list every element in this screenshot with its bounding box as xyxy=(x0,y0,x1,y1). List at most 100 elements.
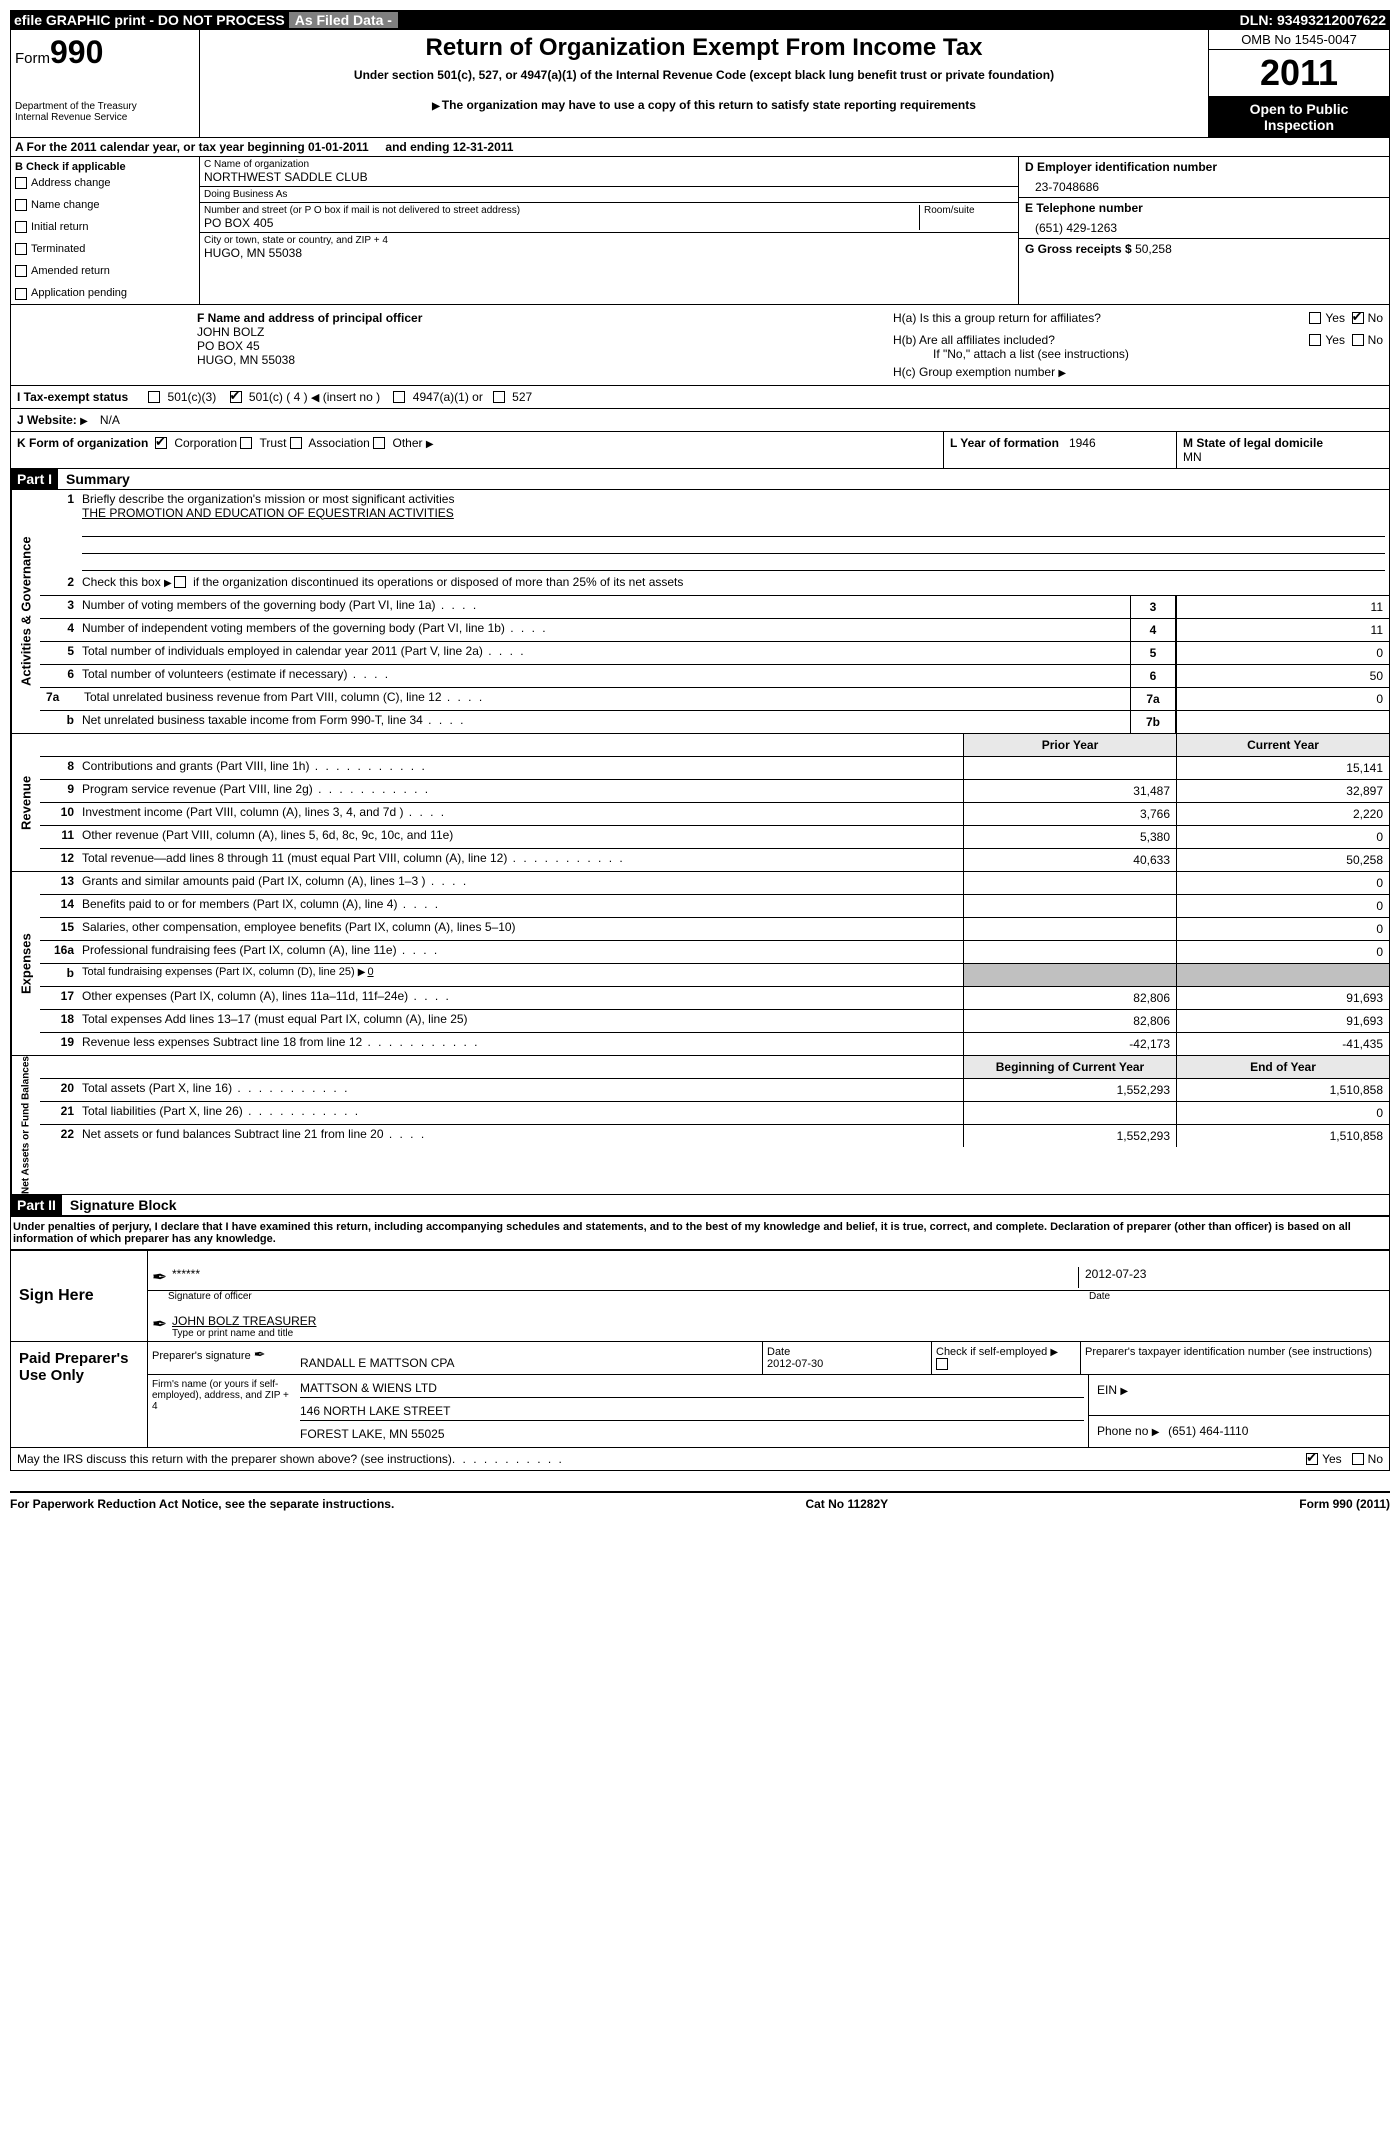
prior-year-hdr: Prior Year xyxy=(963,734,1176,756)
hb-no[interactable] xyxy=(1352,334,1364,346)
cb-discontinued[interactable] xyxy=(174,576,186,588)
col-c-org: C Name of organization NORTHWEST SADDLE … xyxy=(200,157,1018,304)
expenses-section: Expenses 13Grants and similar amounts pa… xyxy=(10,872,1390,1056)
cb-4947[interactable] xyxy=(393,391,405,403)
col-b-checkboxes: B Check if applicable Address change Nam… xyxy=(11,157,200,304)
cb-trust[interactable] xyxy=(240,437,252,449)
discuss-yes[interactable] xyxy=(1306,1453,1318,1465)
footer-left: For Paperwork Reduction Act Notice, see … xyxy=(10,1497,394,1511)
state-domicile: MN xyxy=(1183,450,1202,464)
prep-date-label: Date xyxy=(767,1346,927,1358)
governance-section: Activities & Governance 1 Briefly descri… xyxy=(10,490,1390,734)
firm-label: Firm's name (or yours if self-employed),… xyxy=(148,1375,296,1447)
row-j-label: J Website: xyxy=(17,413,77,427)
firm-csz: FOREST LAKE, MN 55025 xyxy=(300,1421,1084,1443)
line-7b-desc: Net unrelated business taxable income fr… xyxy=(82,713,423,727)
row-k-label: K Form of organization xyxy=(17,436,148,450)
year-formation: 1946 xyxy=(1069,436,1096,450)
c16a: 0 xyxy=(1176,941,1389,963)
discuss-row: May the IRS discuss this return with the… xyxy=(10,1448,1390,1471)
hc-label: H(c) Group exemption number xyxy=(893,365,1055,379)
l9: Program service revenue (Part VIII, line… xyxy=(82,782,313,796)
public-inspection: Open to Public Inspection xyxy=(1209,97,1389,137)
form-subtitle-2: The organization may have to use a copy … xyxy=(208,98,1200,112)
l16a: Professional fundraising fees (Part IX, … xyxy=(82,943,397,957)
p13 xyxy=(963,872,1176,894)
p14 xyxy=(963,895,1176,917)
cb-terminated[interactable] xyxy=(15,243,27,255)
paid-label: Paid Preparer's Use Only xyxy=(11,1342,148,1447)
side-governance: Activities & Governance xyxy=(11,490,40,733)
row-j: J Website: N/A xyxy=(10,409,1390,432)
revenue-section: Revenue Prior Year Current Year 8Contrib… xyxy=(10,734,1390,872)
officer-name: JOHN BOLZ xyxy=(197,325,881,339)
hb-yes[interactable] xyxy=(1309,334,1321,346)
cb-527[interactable] xyxy=(493,391,505,403)
c15: 0 xyxy=(1176,918,1389,940)
row-m-label: M State of legal domicile xyxy=(1183,436,1323,450)
p9: 31,487 xyxy=(963,780,1176,802)
c13: 0 xyxy=(1176,872,1389,894)
sig-arrow-icon: ✒ xyxy=(152,1267,172,1288)
city-label: City or town, state or country, and ZIP … xyxy=(204,235,1014,246)
cb-address-change[interactable] xyxy=(15,177,27,189)
cb-corp[interactable] xyxy=(155,437,167,449)
line-5-desc: Total number of individuals employed in … xyxy=(82,644,483,658)
cb-amended[interactable] xyxy=(15,265,27,277)
l16b: Total fundraising expenses (Part IX, col… xyxy=(82,966,355,978)
sign-block: Sign Here ✒ ****** 2012-07-23 Signature … xyxy=(10,1249,1390,1342)
l21: Total liabilities (Part X, line 26) xyxy=(82,1104,243,1118)
asfiled-label: As Filed Data - xyxy=(289,12,398,28)
penalties-text: Under penalties of perjury, I declare th… xyxy=(10,1215,1390,1249)
discuss-no[interactable] xyxy=(1352,1453,1364,1465)
c8: 15,141 xyxy=(1176,757,1389,779)
form-number: Form990 xyxy=(15,34,195,71)
row-klm: K Form of organization Corporation Trust… xyxy=(10,432,1390,469)
form-subtitle-1: Under section 501(c), 527, or 4947(a)(1)… xyxy=(248,68,1160,82)
p20: 1,552,293 xyxy=(963,1079,1176,1101)
cb-501c[interactable] xyxy=(230,391,242,403)
side-netassets: Net Assets or Fund Balances xyxy=(11,1056,40,1194)
part-2-label: Part II xyxy=(11,1195,62,1215)
row-l-label: L Year of formation xyxy=(950,436,1059,450)
p12: 40,633 xyxy=(963,849,1176,871)
beg-year-hdr: Beginning of Current Year xyxy=(963,1056,1176,1078)
hb-label: H(b) Are all affiliates included? xyxy=(893,333,1309,347)
phone-lbl: Phone no xyxy=(1097,1424,1148,1438)
row-i-label: I Tax-exempt status xyxy=(17,390,128,404)
prep-name: RANDALL E MATTSON CPA xyxy=(296,1342,762,1374)
line-3-desc: Number of voting members of the governin… xyxy=(82,598,436,612)
line-7a-val: 0 xyxy=(1176,688,1389,710)
l14: Benefits paid to or for members (Part IX… xyxy=(82,897,397,911)
firm-name: MATTSON & WIENS LTD xyxy=(300,1379,1084,1398)
footer-right: Form 990 (2011) xyxy=(1299,1497,1390,1511)
line-2-desc: Check this box if the organization disco… xyxy=(82,575,683,589)
part-2-header: Part II Signature Block xyxy=(10,1195,1390,1215)
cb-501c3[interactable] xyxy=(148,391,160,403)
p15 xyxy=(963,918,1176,940)
cb-selfemployed[interactable] xyxy=(936,1358,948,1370)
ha-no[interactable] xyxy=(1352,312,1364,324)
efile-label: efile GRAPHIC print - DO NOT PROCESS xyxy=(14,12,285,28)
l12: Total revenue—add lines 8 through 11 (mu… xyxy=(82,851,507,865)
cb-pending[interactable] xyxy=(15,288,27,300)
ha-yes[interactable] xyxy=(1309,312,1321,324)
cb-other[interactable] xyxy=(373,437,385,449)
line-4-val: 11 xyxy=(1176,619,1389,641)
c9: 32,897 xyxy=(1176,780,1389,802)
form-title: Return of Organization Exempt From Incom… xyxy=(208,34,1200,62)
section-a-period: A For the 2011 calendar year, or tax yea… xyxy=(10,138,1390,157)
cb-initial-return[interactable] xyxy=(15,221,27,233)
sign-here-label: Sign Here xyxy=(11,1251,148,1341)
website-value: N/A xyxy=(100,413,120,427)
c19: -41,435 xyxy=(1176,1033,1389,1055)
part-1-title: Summary xyxy=(58,471,130,487)
dln: DLN: 93493212007622 xyxy=(1240,12,1386,28)
cb-assoc[interactable] xyxy=(290,437,302,449)
sig-date-label: Date xyxy=(1083,1291,1389,1302)
dba-label: Doing Business As xyxy=(204,189,1014,200)
c14: 0 xyxy=(1176,895,1389,917)
sig-arrow-icon-2: ✒ xyxy=(152,1314,172,1339)
cb-name-change[interactable] xyxy=(15,199,27,211)
l15: Salaries, other compensation, employee b… xyxy=(82,920,516,934)
